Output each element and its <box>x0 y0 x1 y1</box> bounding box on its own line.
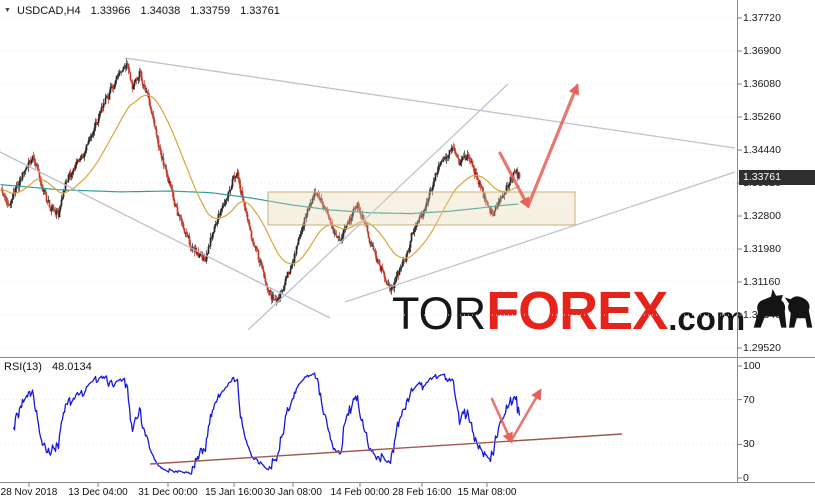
watermark-forex-text: FOREX <box>486 280 668 341</box>
price-axis-label: 1.30340 <box>743 309 781 321</box>
price-axis-label: 1.31160 <box>743 276 781 288</box>
bull-bear-logo-icon <box>753 288 813 328</box>
time-axis-label: 15 Jan 16:00 <box>205 487 263 498</box>
time-axis-label: 30 Jan 08:00 <box>264 487 322 498</box>
price-axis-label: 1.36900 <box>743 45 781 57</box>
time-axis-label: 13 Dec 04:00 <box>68 487 128 498</box>
high-value: 1.34038 <box>140 5 181 17</box>
price-axis-label: 1.36080 <box>743 78 781 90</box>
time-axis-label: 28 Nov 2018 <box>0 487 58 498</box>
price-axis: 1.377201.369001.360801.352601.344401.336… <box>741 0 815 484</box>
price-axis-label: 1.32800 <box>743 210 781 222</box>
rsi-axis-label: 100 <box>743 360 761 372</box>
rsi-name: RSI(13) <box>4 361 42 373</box>
price-axis-label: 1.29520 <box>743 342 781 354</box>
rsi-axis-label: 70 <box>743 393 755 406</box>
symbol-marker-icon: ▼ <box>4 7 11 14</box>
time-axis-label: 14 Feb 00:00 <box>330 487 390 498</box>
open-value: 1.33966 <box>90 5 131 17</box>
close-value: 1.33761 <box>240 5 280 17</box>
low-value: 1.33759 <box>190 5 231 17</box>
rsi-value: 48.0134 <box>51 361 92 373</box>
price-axis-label: 1.37720 <box>743 12 781 24</box>
watermark-tor-text: TOR <box>392 288 487 340</box>
price-axis-label: 1.35260 <box>743 111 781 123</box>
time-axis-label: 15 Mar 08:00 <box>457 487 517 498</box>
symbol-label: USDCAD,H4 <box>17 5 81 17</box>
rsi-axis-label: 30 <box>743 438 755 451</box>
candles-layer <box>0 58 521 307</box>
rsi-indicator-label: RSI(13) 48.0134 <box>4 361 92 373</box>
symbol-info: ▼ USDCAD,H4 1.33966 1.34038 1.33759 1.33… <box>4 5 280 17</box>
time-axis: 28 Nov 2018 13 Dec 04:00 31 Dec 00:00 15 Ja… <box>0 484 815 503</box>
time-axis-label: 28 Feb 16:00 <box>392 487 452 498</box>
current-price-tag: 1.33761 <box>739 169 815 185</box>
torforex-watermark: TOR FOREX .com <box>392 280 814 341</box>
watermark-com-text: .com <box>668 299 746 337</box>
price-axis-label: 1.31980 <box>743 243 781 255</box>
price-axis-label: 1.34440 <box>743 144 781 156</box>
time-axis-label: 31 Dec 00:00 <box>138 487 198 498</box>
rsi-axis-label: 0 <box>743 472 749 484</box>
